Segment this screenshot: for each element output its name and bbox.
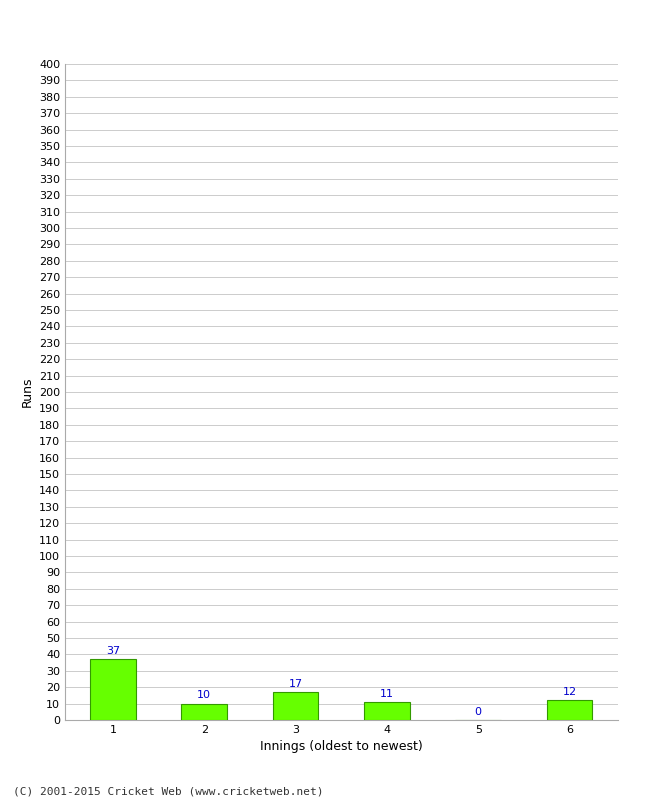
X-axis label: Innings (oldest to newest): Innings (oldest to newest) xyxy=(260,741,422,754)
Text: 12: 12 xyxy=(562,687,577,697)
Bar xyxy=(364,702,410,720)
Text: 17: 17 xyxy=(289,679,303,689)
Text: 10: 10 xyxy=(197,690,211,700)
Text: 37: 37 xyxy=(106,646,120,656)
Y-axis label: Runs: Runs xyxy=(20,377,33,407)
Bar xyxy=(90,659,136,720)
Text: (C) 2001-2015 Cricket Web (www.cricketweb.net): (C) 2001-2015 Cricket Web (www.cricketwe… xyxy=(13,786,324,796)
Bar xyxy=(181,704,227,720)
Bar xyxy=(273,692,318,720)
Text: 0: 0 xyxy=(474,706,482,717)
Text: 11: 11 xyxy=(380,689,394,698)
Bar xyxy=(547,700,592,720)
